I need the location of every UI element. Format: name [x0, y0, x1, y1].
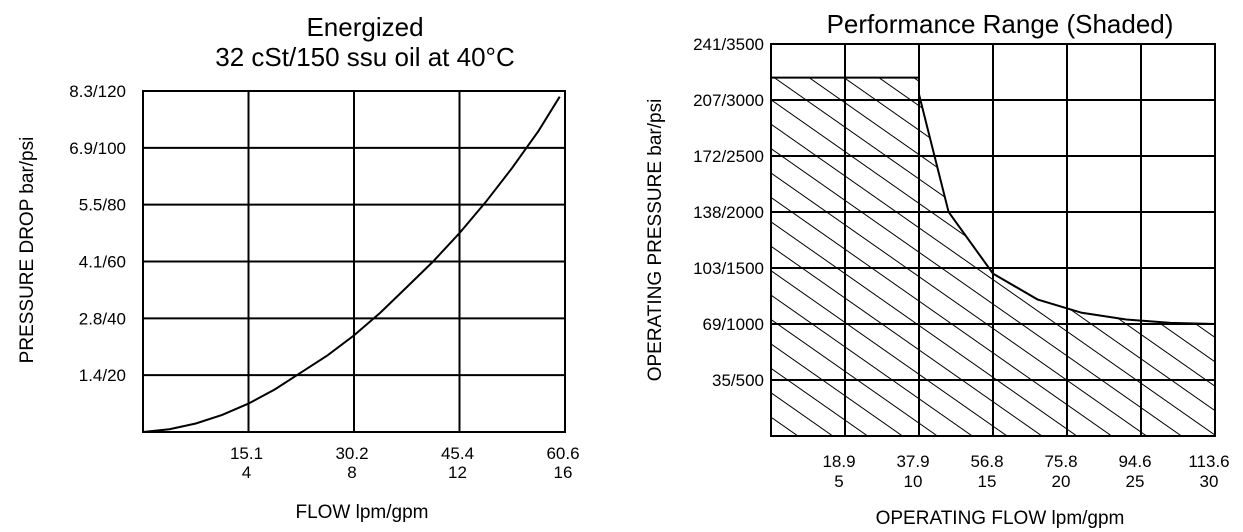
right-x-tick-gpm: 15: [978, 472, 997, 491]
left-chart-subtitle: 32 cSt/150 ssu oil at 40°C: [215, 42, 514, 72]
right-x-tick-lpm: 94.6: [1118, 452, 1151, 471]
right-x-tick-lpm: 18.9: [822, 452, 855, 471]
right-x-tick-gpm: 30: [1200, 472, 1219, 491]
left-x-ticks: 15.14 30.28 45.412 60.616: [230, 444, 580, 482]
right-y-tick-label: 35/500: [712, 371, 764, 390]
right-y-tick-label: 103/1500: [693, 259, 764, 278]
right-x-tick-lpm: 56.8: [970, 452, 1003, 471]
left-x-tick-lpm: 60.6: [546, 444, 579, 463]
right-y-ticks: 35/500 69/1000 103/1500 138/2000 172/2500 207…: [693, 35, 764, 390]
pressure-drop-curve: [142, 96, 561, 433]
left-x-tick-lpm: 15.1: [230, 444, 263, 463]
left-series: [142, 96, 561, 433]
left-x-tick-lpm: 30.2: [335, 444, 368, 463]
left-y-tick-label: 8.3/120: [69, 82, 126, 101]
left-y-tick-label: 6.9/100: [69, 139, 126, 158]
right-x-tick-lpm: 113.6: [1188, 452, 1229, 471]
right-x-ticks: 18.95 37.910 56.815 75.820 94.625 113.630: [822, 452, 1229, 491]
left-y-axis-label: PRESSURE DROP bar/psi: [17, 137, 38, 364]
left-x-tick-gpm: 8: [347, 463, 356, 482]
right-x-tick-lpm: 37.9: [896, 452, 929, 471]
left-y-tick-label: 1.4/20: [79, 366, 126, 385]
right-x-tick-gpm: 25: [1126, 472, 1145, 491]
left-x-tick-gpm: 16: [554, 463, 573, 482]
left-x-tick-gpm: 4: [242, 463, 251, 482]
right-x-axis-label: OPERATING FLOW lpm/gpm: [876, 508, 1125, 529]
left-y-tick-label: 2.8/40: [79, 309, 126, 328]
right-x-tick-gpm: 10: [904, 472, 923, 491]
left-x-tick-lpm: 45.4: [441, 444, 474, 463]
left-chart-title: Energized: [306, 12, 423, 42]
left-y-tick-label: 4.1/60: [79, 253, 126, 272]
left-y-ticks: 1.4/20 2.8/40 4.1/60 5.5/80 6.9/100 8.3/120: [69, 82, 126, 385]
right-chart-title: Performance Range (Shaded): [827, 9, 1174, 39]
left-grid: [142, 90, 566, 433]
left-x-axis-label: FLOW lpm/gpm: [295, 502, 428, 523]
right-x-tick-lpm: 75.8: [1044, 452, 1077, 471]
right-x-tick-gpm: 20: [1052, 472, 1071, 491]
pressure-drop-chart: Energized 32 cSt/150 ssu oil at 40°C 1.4…: [17, 12, 580, 523]
right-y-tick-label: 172/2500: [693, 147, 764, 166]
right-y-axis-label: OPERATING PRESSURE bar/psi: [645, 99, 666, 382]
right-y-tick-label: 241/3500: [693, 35, 764, 54]
left-x-tick-gpm: 12: [448, 463, 467, 482]
right-y-tick-label: 207/3000: [693, 91, 764, 110]
right-grid: [770, 43, 1216, 437]
left-y-tick-label: 5.5/80: [79, 196, 126, 215]
performance-range-chart: Performance Range (Shaded) 35/500 69/1000…: [645, 9, 1230, 529]
right-x-tick-gpm: 5: [834, 472, 843, 491]
right-y-tick-label: 69/1000: [703, 315, 764, 334]
right-y-tick-label: 138/2000: [693, 203, 764, 222]
performance-hatch-fill: [771, 77, 1215, 436]
